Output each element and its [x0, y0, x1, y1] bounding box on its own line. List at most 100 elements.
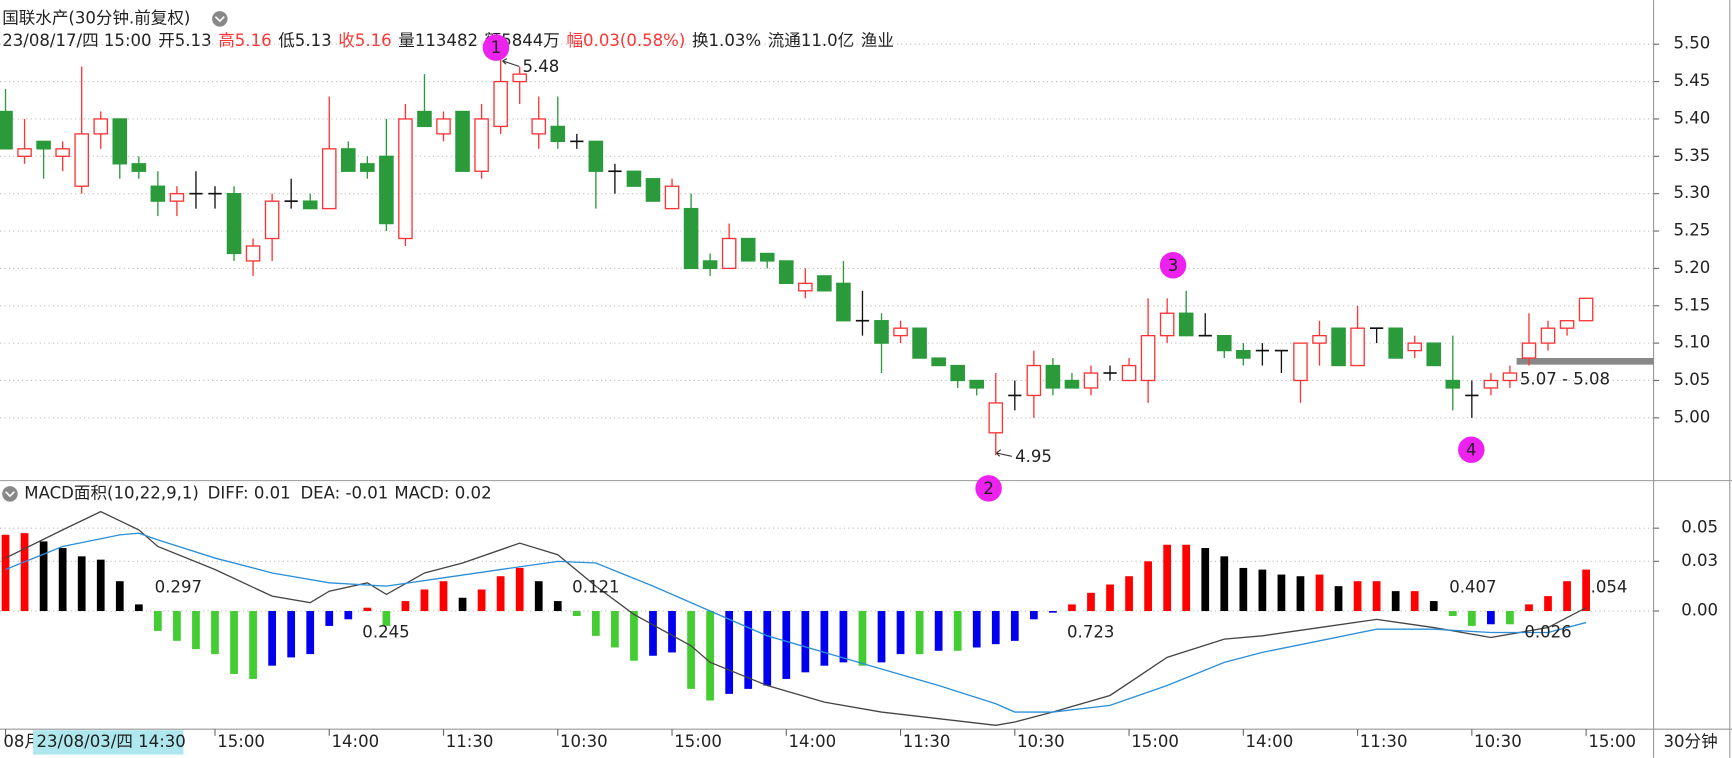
- cursor-label: 23/08/03/四 14:30: [36, 732, 185, 751]
- area-label: 0.026: [1524, 623, 1571, 642]
- macd-bar: [1372, 581, 1381, 612]
- macd-bar: [458, 597, 467, 612]
- area-label: 0.121: [572, 577, 619, 596]
- x-tick-label: 15:00: [1588, 732, 1636, 751]
- candle-body: [1483, 379, 1499, 389]
- macd-bar: [1182, 544, 1191, 612]
- macd-bar: [896, 611, 905, 655]
- candle-body: [664, 185, 680, 210]
- candle-body: [588, 140, 604, 172]
- y-tick-label: 0.00: [1681, 601, 1718, 620]
- candle-body: [779, 260, 794, 285]
- candle-body: [1502, 372, 1518, 382]
- candle-body: [379, 155, 394, 225]
- marker-label: 4: [1466, 440, 1477, 459]
- quote-item: 幅0.03(0.58%): [566, 30, 685, 49]
- macd-bar: [58, 548, 67, 612]
- quote-item: 量113482: [398, 30, 478, 49]
- price-zone-bar: [1516, 358, 1654, 365]
- macd-bar: [211, 611, 219, 655]
- macd-readout: MACD: 0.02: [394, 483, 491, 502]
- macd-menu-icon[interactable]: [2, 486, 18, 502]
- macd-bar: [363, 607, 372, 612]
- macd-bar: [382, 611, 391, 626]
- candle-body: [131, 163, 147, 172]
- x-tick-label: 15:00: [674, 732, 722, 751]
- x-tick-label: 14:00: [331, 732, 379, 751]
- candle-body: [721, 237, 737, 270]
- macd-bar: [1506, 611, 1514, 625]
- candle-body: [74, 133, 89, 187]
- y-tick-label: 5.10: [1673, 333, 1710, 352]
- candle-body: [950, 364, 965, 382]
- macd-bar: [1391, 591, 1400, 612]
- area-label: .054: [1591, 577, 1628, 596]
- x-tick-label: 15:00: [217, 732, 265, 751]
- x-tick-label: 11:30: [446, 732, 494, 751]
- candle-body: [55, 148, 70, 157]
- marker-circle: [975, 475, 1002, 502]
- candle-body: [1350, 327, 1365, 367]
- candle-body: [112, 118, 128, 165]
- quote-item: 23/08/17/四 15:00: [2, 30, 151, 49]
- macd-line: [5, 510, 1587, 726]
- macd-bar: [268, 611, 276, 666]
- candle-body: [1521, 342, 1537, 359]
- macd-bar: [401, 601, 410, 612]
- macd-bar: [534, 581, 543, 612]
- macd-bar: [782, 611, 791, 679]
- macd-bar: [1467, 611, 1476, 626]
- price-annotation: 5.48: [522, 57, 559, 76]
- macd-bar: [1448, 611, 1457, 616]
- chart-title: 国联水产(30分钟.前复权): [2, 8, 190, 27]
- y-tick-label: 5.25: [1673, 221, 1710, 240]
- macd-bar: [249, 611, 257, 679]
- macd-bar: [687, 611, 695, 689]
- marker-label: 3: [1168, 256, 1179, 275]
- candle-body: [531, 118, 547, 135]
- macd-bar: [1334, 586, 1343, 612]
- macd-bar: [134, 604, 143, 612]
- macd-bar: [1163, 544, 1172, 612]
- candle-body: [836, 282, 851, 322]
- macd-bar: [1429, 601, 1438, 612]
- macd-bar: [972, 611, 981, 648]
- macd-bar: [591, 611, 600, 636]
- macd-bar: [1106, 584, 1114, 612]
- macd-bar: [477, 589, 486, 612]
- y-tick-label: 5.30: [1673, 183, 1710, 202]
- macd-bar: [668, 611, 676, 653]
- candle-body: [150, 185, 166, 202]
- candle-body: [36, 140, 51, 150]
- candle-body: [1578, 297, 1594, 322]
- candle-body: [455, 110, 470, 172]
- area-label: 0.407: [1449, 577, 1496, 596]
- candle-body: [1178, 312, 1194, 337]
- x-tick-label: 14:00: [1246, 732, 1294, 751]
- marker-circle: [1458, 436, 1485, 463]
- macd-bar: [1410, 591, 1419, 612]
- marker-circle: [1159, 251, 1187, 279]
- price-annotation: 4.95: [1015, 447, 1052, 466]
- macd-bar: [572, 611, 581, 616]
- quote-item: 收5.16: [338, 30, 391, 49]
- candle-body: [264, 200, 280, 240]
- candle-body: [1293, 342, 1308, 382]
- macd-bar: [192, 611, 200, 650]
- x-tick-label: 10:30: [1017, 732, 1065, 751]
- candle-body: [1559, 320, 1575, 329]
- macd-bar: [1487, 611, 1495, 625]
- macd-bar: [1220, 556, 1229, 612]
- macd-line: [5, 532, 1587, 713]
- candle-body: [360, 163, 375, 172]
- candle-body: [93, 118, 109, 135]
- macd-bar: [154, 611, 162, 631]
- period-label: 30分钟: [1664, 732, 1718, 751]
- macd-bar: [839, 611, 848, 663]
- macd-bar: [96, 559, 105, 612]
- annotation-arrow: [995, 449, 1012, 457]
- macd-bar: [39, 541, 48, 612]
- menu-icon[interactable]: [212, 11, 228, 27]
- macd-title: MACD面积(10,22,9,1): [24, 483, 199, 502]
